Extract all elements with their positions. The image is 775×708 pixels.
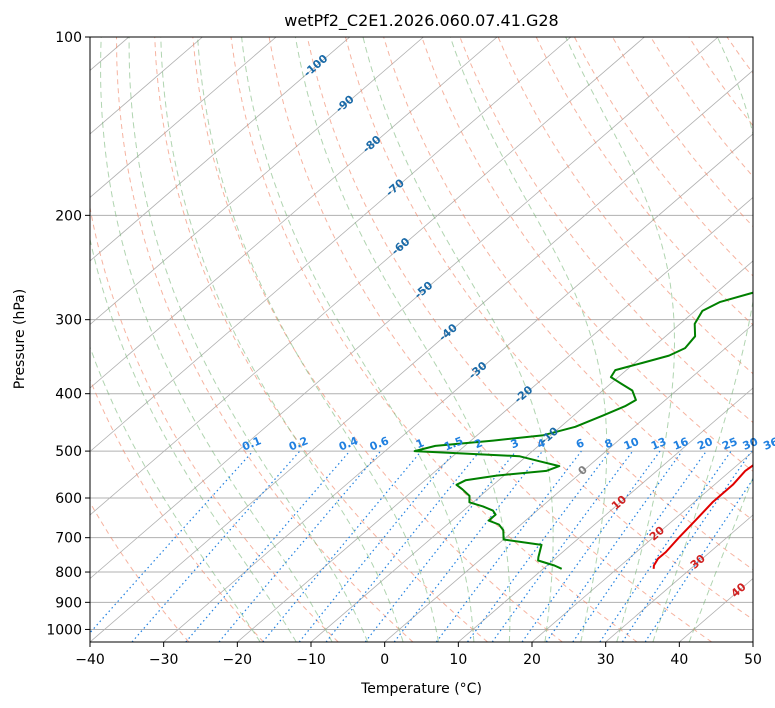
isotherm-line xyxy=(605,514,753,642)
mixing-ratio-line xyxy=(521,450,661,642)
y-axis-title: Pressure (hPa) xyxy=(12,289,28,389)
temperature-profile-line xyxy=(652,464,753,569)
mixing-ratio-label: 8 xyxy=(603,436,615,451)
mixing-ratio-line xyxy=(90,450,254,634)
y-tick-label: 100 xyxy=(55,30,82,46)
mixing-ratio-line xyxy=(435,450,582,642)
x-tick-label: 10 xyxy=(449,652,467,668)
moist-adiabat-line xyxy=(197,37,439,642)
moist-adiabat-line xyxy=(128,37,369,642)
mixing-ratio-label: 20 xyxy=(696,435,715,453)
isotherm-line xyxy=(384,323,753,642)
mixing-ratio-line xyxy=(644,478,753,642)
y-tick-label: 500 xyxy=(55,444,82,460)
mixing-ratio-line xyxy=(599,450,732,642)
y-tick-label: 700 xyxy=(55,531,82,547)
y-tick-label: 200 xyxy=(55,208,82,224)
dry-adiabat-line xyxy=(154,37,488,642)
mixing-ratio-label: 16 xyxy=(671,435,690,453)
y-tick-label: 600 xyxy=(55,491,82,507)
mixing-ratio-line xyxy=(185,450,351,642)
y-tick-label: 800 xyxy=(55,565,82,581)
moist-adiabat-line xyxy=(688,476,753,642)
dry-adiabat-line xyxy=(306,37,753,621)
isotherm-line xyxy=(752,641,753,642)
mixing-ratio-line xyxy=(131,450,301,642)
moist-adiabat-line xyxy=(100,37,333,642)
mixing-ratio-line xyxy=(298,450,456,642)
mixing-ratio-label: 13 xyxy=(649,435,668,453)
y-tick-label: 900 xyxy=(55,595,82,611)
mixing-ratio-line xyxy=(325,450,481,642)
x-tick-label: −40 xyxy=(75,652,105,668)
mixing-ratio-label: 25 xyxy=(720,435,739,453)
moist-adiabat-line xyxy=(652,37,753,642)
x-tick-label: −10 xyxy=(296,652,326,668)
dry-adiabat-line xyxy=(90,501,190,642)
isotherm-line xyxy=(90,37,351,262)
isotherm-line xyxy=(90,69,753,642)
dry-adiabat-line xyxy=(497,37,753,375)
moist-adiabat-line xyxy=(294,37,511,642)
isotherm-line xyxy=(90,37,277,198)
y-tick-label: 300 xyxy=(55,313,82,329)
isotherm-line xyxy=(458,387,753,642)
mixing-ratio-line xyxy=(545,450,683,642)
mixing-ratio-label: 10 xyxy=(622,435,641,453)
x-axis-title: Temperature (°C) xyxy=(360,681,482,697)
isotherm-line xyxy=(90,37,645,516)
mixing-ratio-label: 1 xyxy=(414,436,426,451)
isotherm-line xyxy=(163,133,753,642)
y-tick-label: 400 xyxy=(55,387,82,403)
x-tick-label: 20 xyxy=(523,652,541,668)
dry-adiabat-line xyxy=(192,37,563,642)
mixing-ratio-line xyxy=(621,450,753,642)
moist-adiabat-line xyxy=(160,37,404,642)
mixing-ratio-label: 36 xyxy=(761,435,775,453)
dry-adiabat-line xyxy=(345,37,753,571)
x-axis: −40 −30 −20 −10 0 10 20 30 40 50 xyxy=(75,642,762,668)
mixing-ratio-label: 2 xyxy=(473,436,485,451)
isotherm-line xyxy=(237,196,753,642)
mixing-ratio-line xyxy=(572,450,707,642)
dewpoint-profile-line xyxy=(413,291,753,570)
isotherm-line xyxy=(90,37,498,389)
x-tick-label: −30 xyxy=(149,652,179,668)
plot-background xyxy=(90,37,753,642)
plot-frame xyxy=(89,36,754,643)
isotherm-line xyxy=(90,37,719,580)
dry-adiabat-line xyxy=(535,37,753,326)
moist-adiabat-line xyxy=(362,37,554,642)
x-tick-label: −20 xyxy=(223,652,253,668)
isotherm-line xyxy=(90,37,424,325)
y-tick-label: 1000 xyxy=(46,622,82,638)
chart-title: wetPf2_C2E1.2026.060.07.41.G28 xyxy=(284,11,558,31)
isotherm-line xyxy=(531,450,753,642)
moist-adiabat-line xyxy=(90,345,261,642)
series-layer xyxy=(413,291,753,570)
moist-adiabat-line xyxy=(241,37,475,642)
dry-adiabat-line xyxy=(116,37,414,642)
x-tick-label: 50 xyxy=(744,652,762,668)
mixing-ratio-label: 30 xyxy=(741,435,760,453)
dry-adiabat-line xyxy=(383,37,753,521)
background-lines xyxy=(90,37,775,642)
y-axis: 100 200 300 400 500 600 700 800 900 1000 xyxy=(46,30,90,638)
moist-adiabat-line xyxy=(90,237,297,642)
x-tick-label: 40 xyxy=(670,652,688,668)
mixing-ratio-label: 3 xyxy=(509,436,521,451)
mixing-ratio-line xyxy=(364,450,517,642)
x-tick-label: 0 xyxy=(380,652,389,668)
dry-adiabat-line xyxy=(765,37,775,642)
isotherm-line xyxy=(90,37,572,453)
dry-adiabat-line xyxy=(268,37,712,642)
moist-adiabat-line xyxy=(449,37,608,642)
dry-adiabat-line xyxy=(90,378,264,642)
x-tick-label: 30 xyxy=(597,652,615,668)
